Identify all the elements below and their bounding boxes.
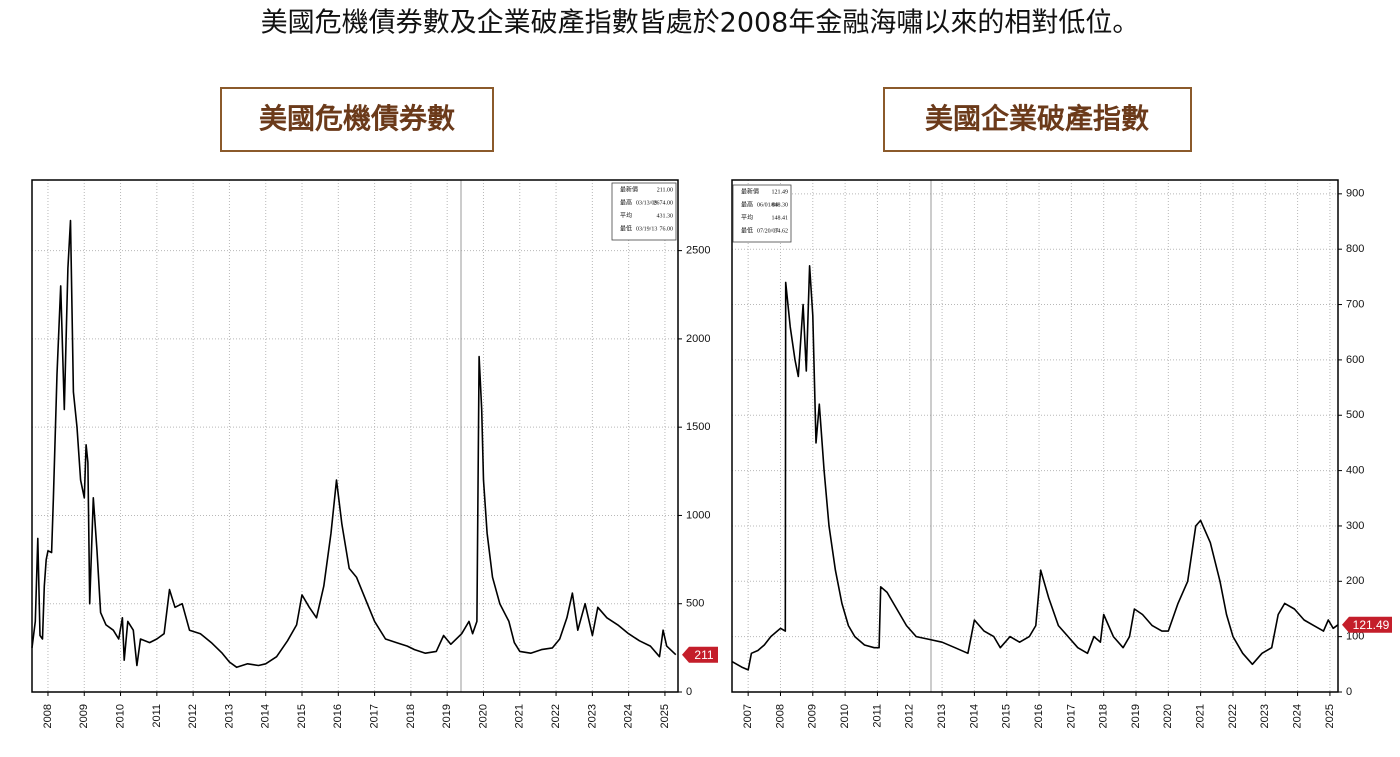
- x-tick-label: 2025: [659, 704, 671, 728]
- x-tick-label: 2019: [1130, 704, 1142, 728]
- x-tick-label: 2020: [1162, 704, 1174, 728]
- y-tick-label: 0: [1346, 686, 1352, 698]
- x-tick-label: 2012: [187, 704, 199, 728]
- x-tick-label: 2021: [514, 704, 526, 728]
- x-tick-label: 2018: [1098, 704, 1110, 728]
- x-tick-label: 2024: [1292, 704, 1304, 728]
- x-tick-label: 2016: [1033, 704, 1045, 728]
- plot-frame: [731, 179, 1339, 693]
- y-tick-label: 300: [1346, 520, 1364, 532]
- y-tick-label: 500: [1346, 409, 1364, 421]
- x-tick-label: 2012: [904, 704, 916, 728]
- x-tick-label: 2019: [441, 704, 453, 728]
- y-tick-label: 500: [686, 598, 704, 610]
- x-tick-label: 2015: [296, 704, 308, 728]
- x-tick-label: 2011: [871, 704, 883, 728]
- last-value-flag: [1342, 616, 1392, 633]
- x-tick-label: 2024: [623, 704, 635, 728]
- y-tick-label: 1000: [686, 509, 710, 521]
- x-tick-label: 2009: [78, 704, 90, 728]
- y-tick-label: 1500: [686, 421, 710, 433]
- legend-label: 最低: [741, 226, 753, 234]
- legend-box: [732, 184, 792, 243]
- legend-value: 76.00: [660, 226, 674, 232]
- x-tick-label: 2013: [223, 704, 235, 728]
- plot-area: [32, 180, 678, 692]
- heading-box: [220, 87, 494, 152]
- chart-heading: 美國危機債券數: [259, 102, 455, 135]
- x-tick-label: 2010: [114, 704, 126, 728]
- heading-box: [883, 87, 1192, 152]
- x-tick-label: 2022: [1227, 704, 1239, 728]
- x-tick-label: 2025: [1324, 704, 1336, 728]
- legend-label: 平均: [620, 211, 632, 219]
- y-tick-label: 2000: [686, 333, 710, 345]
- last-value-label: 121.49: [1353, 618, 1390, 632]
- y-tick-label: 800: [1346, 243, 1364, 255]
- x-tick-label: 2021: [1195, 704, 1207, 728]
- legend-date: 03/19/13: [636, 226, 657, 232]
- y-tick-label: 700: [1346, 298, 1364, 310]
- page-title: 美國危機債券數及企業破產指數皆處於2008年金融海嘯以來的相對低位。: [261, 8, 1140, 39]
- legend-box: [611, 182, 677, 241]
- x-tick-label: 2013: [936, 704, 948, 728]
- legend-label: 最低: [620, 224, 632, 232]
- y-tick-label: 400: [1346, 465, 1364, 477]
- x-tick-label: 2023: [1259, 704, 1271, 728]
- legend-value: 848.30: [772, 202, 789, 208]
- legend-label: 最高: [741, 200, 753, 208]
- x-tick-label: 2011: [151, 704, 163, 728]
- x-tick-label: 2017: [369, 704, 381, 728]
- legend-label: 最新價: [620, 185, 638, 193]
- x-tick-label: 2008: [774, 704, 786, 728]
- x-tick-label: 2018: [405, 704, 417, 728]
- x-tick-label: 2010: [839, 704, 851, 728]
- x-tick-label: 2023: [586, 704, 598, 728]
- x-tick-label: 2015: [1001, 704, 1013, 728]
- x-tick-label: 2016: [332, 704, 344, 728]
- last-value-flag: [682, 646, 718, 663]
- plot-frame: [31, 179, 679, 693]
- legend-label: 最高: [620, 198, 632, 206]
- data-line: [31, 219, 677, 669]
- data-line: [731, 265, 1339, 671]
- y-tick-label: 2500: [686, 245, 710, 257]
- legend-value: 431.30: [657, 213, 674, 219]
- x-tick-label: 2009: [807, 704, 819, 728]
- x-tick-label: 2008: [42, 704, 54, 728]
- legend-date: 06/01/09: [757, 202, 778, 208]
- legend-label: 平均: [741, 213, 753, 221]
- x-tick-label: 2014: [260, 704, 272, 728]
- plot-area: [732, 180, 1338, 692]
- y-tick-label: 900: [1346, 188, 1364, 200]
- x-tick-label: 2020: [477, 704, 489, 728]
- y-tick-label: 100: [1346, 631, 1364, 643]
- legend-value: 121.49: [772, 189, 789, 195]
- last-value-label: 211: [694, 648, 713, 662]
- legend-value: 211.00: [657, 187, 673, 193]
- y-tick-label: 600: [1346, 354, 1364, 366]
- legend-value: 34.62: [775, 228, 789, 234]
- x-tick-label: 2022: [550, 704, 562, 728]
- legend-label: 最新價: [741, 187, 759, 195]
- y-tick-label: 200: [1346, 575, 1364, 587]
- legend-date: 07/20/07: [757, 228, 778, 234]
- x-tick-label: 2014: [968, 704, 980, 728]
- x-tick-label: 2017: [1065, 704, 1077, 728]
- legend-value: 148.41: [772, 215, 789, 221]
- legend-date: 03/13/09: [636, 200, 657, 206]
- chart-heading: 美國企業破產指數: [925, 102, 1149, 135]
- x-tick-label: 2007: [742, 704, 754, 728]
- legend-value: 2674.00: [654, 200, 674, 206]
- y-tick-label: 0: [686, 686, 692, 698]
